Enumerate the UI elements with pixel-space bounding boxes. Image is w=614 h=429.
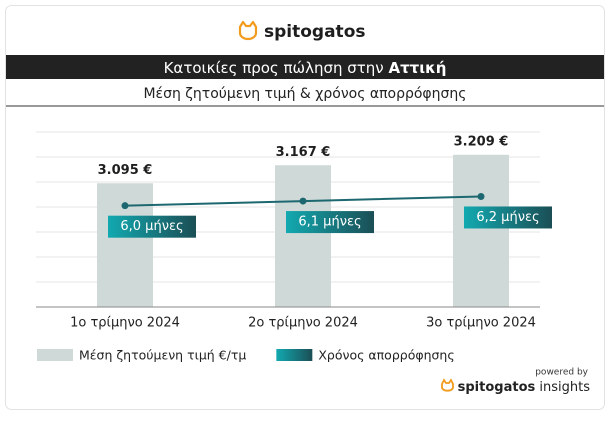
bar-value-label: 3.167 € — [276, 145, 331, 160]
logo — [238, 20, 258, 41]
legend-label: Χρόνος απορρόφησης — [318, 348, 454, 363]
bar-value-label: 3.095 € — [98, 163, 153, 178]
chart-title: Κατοικίες προς πώληση στην Αττική — [164, 59, 447, 77]
line-point — [299, 197, 307, 205]
bar-value-label: 3.209 € — [454, 134, 509, 149]
legend-label: Μέση ζητούμενη τιμή €/τμ — [79, 348, 246, 363]
value-tag — [464, 206, 552, 229]
powered-by: powered by — [535, 368, 588, 378]
bar — [97, 183, 153, 307]
footer-logo — [441, 378, 454, 392]
title-emphasis: Αττική — [388, 59, 446, 77]
line-point — [477, 192, 485, 200]
line-value-label: 6,2 μήνες — [476, 210, 539, 225]
x-tick-label: 3ο τρίμηνο 2024 — [426, 316, 536, 331]
legend-swatch — [276, 349, 313, 361]
line-point — [121, 202, 129, 210]
bar — [275, 165, 331, 307]
value-tag — [286, 211, 374, 234]
title-main: Κατοικίες προς πώληση στην — [164, 59, 384, 77]
plot: 3.095 € 3.167 € 3.209 € 6,0 μήνες 6,1 μήνες 6… — [36, 131, 552, 363]
x-tick-label: 1ο τρίμηνο 2024 — [70, 316, 180, 331]
legend-swatch — [37, 349, 73, 361]
line-value-label: 6,0 μήνες — [120, 219, 183, 234]
value-tag — [108, 215, 196, 238]
bar — [453, 154, 509, 307]
x-tick-label: 2ο τρίμηνο 2024 — [248, 316, 358, 331]
footer-product: insights — [539, 380, 590, 395]
title-banner — [6, 55, 604, 79]
chart-subtitle: Μέση ζητούμενη τιμή & χρόνος απορρόφησης — [143, 86, 466, 102]
footer-brand: spitogatos insights — [458, 380, 591, 395]
line-value-label: 6,1 μήνες — [298, 215, 361, 230]
footer-brand-name: spitogatos — [458, 380, 536, 395]
brand: spitogatos — [264, 22, 366, 42]
